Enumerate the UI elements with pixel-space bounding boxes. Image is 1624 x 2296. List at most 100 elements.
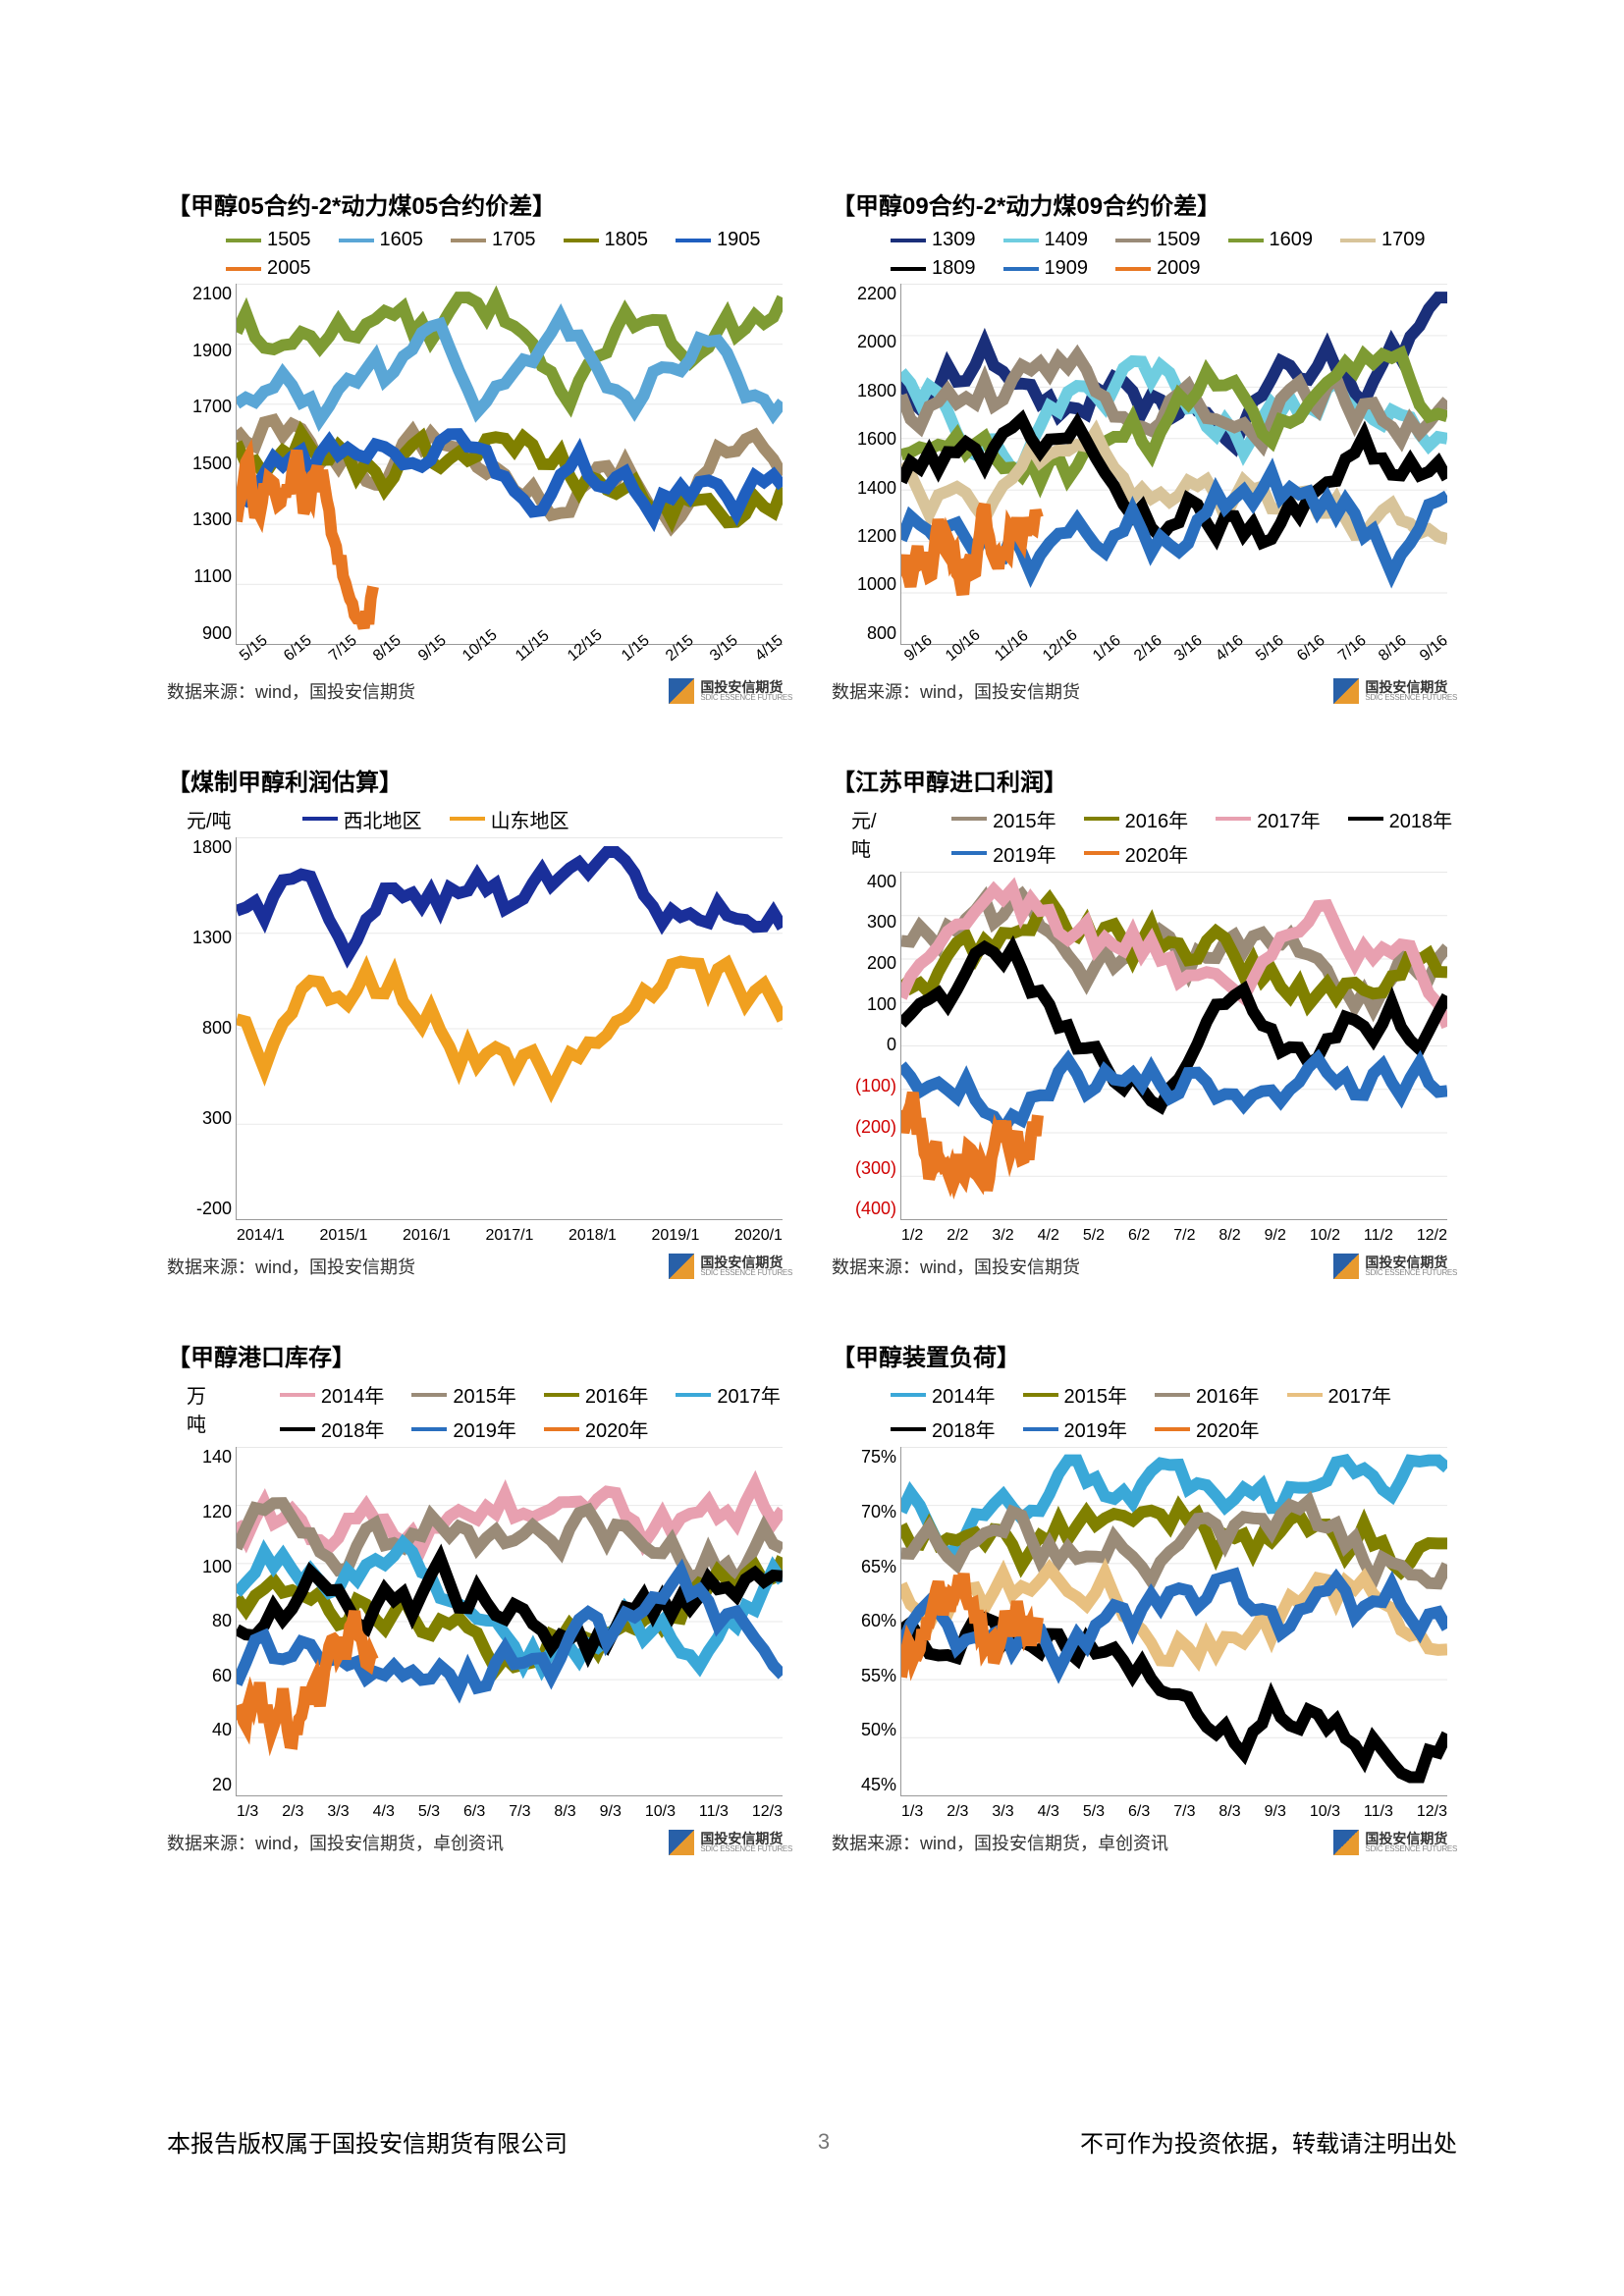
legend-label: 1705 bbox=[492, 229, 536, 251]
y-tick: 2100 bbox=[168, 284, 232, 304]
y-tick: (100) bbox=[833, 1076, 896, 1096]
y-tick: 80 bbox=[168, 1611, 232, 1631]
legend-label: 2015年 bbox=[453, 1380, 516, 1409]
logo-text: 国投安信期货SDIC ESSENCE FUTURES bbox=[700, 680, 792, 702]
logo-en: SDIC ESSENCE FUTURES bbox=[700, 694, 792, 702]
source-text: 数据来源：wind，国投安信期货 bbox=[832, 1254, 1080, 1279]
legend-item: 1505 bbox=[226, 229, 311, 251]
y-tick: 1200 bbox=[833, 526, 896, 547]
legend: 西北地区山东地区 bbox=[244, 805, 569, 833]
legend-item: 2019年 bbox=[1023, 1415, 1128, 1443]
legend-item: 2020年 bbox=[1084, 839, 1189, 868]
series-line bbox=[901, 1093, 1038, 1191]
legend-swatch bbox=[1155, 1393, 1190, 1397]
x-tick: 2017/1 bbox=[486, 1227, 534, 1245]
legend-swatch bbox=[891, 1393, 926, 1397]
x-tick: 6/3 bbox=[1128, 1803, 1150, 1821]
logo-cn: 国投安信期货 bbox=[1365, 680, 1457, 694]
legend-swatch bbox=[339, 239, 374, 242]
source-row: 数据来源：wind，国投安信期货国投安信期货SDIC ESSENCE FUTUR… bbox=[832, 678, 1457, 704]
x-tick: 11/3 bbox=[1364, 1803, 1393, 1821]
legend-item: 1709 bbox=[1340, 229, 1426, 251]
y-tick: 1700 bbox=[168, 397, 232, 417]
legend-swatch bbox=[1023, 1393, 1058, 1397]
source-row: 数据来源：wind，国投安信期货国投安信期货SDIC ESSENCE FUTUR… bbox=[167, 1254, 792, 1279]
legend-label: 2020年 bbox=[585, 1415, 649, 1443]
page-footer: 本报告版权属于国投安信期货有限公司 3 不可作为投资依据，转载请注明出处 bbox=[167, 2124, 1457, 2159]
legend-swatch bbox=[544, 1393, 579, 1397]
y-tick: 1300 bbox=[168, 509, 232, 530]
chart-title: 【甲醇05合约-2*动力煤05合约价差】 bbox=[167, 187, 792, 221]
legend-label: 1709 bbox=[1381, 229, 1426, 251]
logo-cn: 国投安信期货 bbox=[1365, 1832, 1457, 1845]
y-tick: 1300 bbox=[168, 928, 232, 948]
legend-item: 1609 bbox=[1228, 229, 1314, 251]
legend-label: 2005 bbox=[267, 257, 311, 280]
y-tick: 55% bbox=[833, 1666, 896, 1686]
legend-label: 2020年 bbox=[1196, 1415, 1260, 1443]
x-tick: 2/2 bbox=[947, 1227, 968, 1245]
y-tick: 60 bbox=[168, 1666, 232, 1686]
source-text: 数据来源：wind，国投安信期货 bbox=[832, 678, 1080, 704]
logo: 国投安信期货SDIC ESSENCE FUTURES bbox=[1333, 1254, 1457, 1279]
legend-label: 2018年 bbox=[321, 1415, 385, 1443]
y-tick: 1000 bbox=[833, 574, 896, 595]
y-tick: 200 bbox=[833, 953, 896, 974]
source-text: 数据来源：wind，国投安信期货 bbox=[167, 678, 415, 704]
chart-1: 【甲醇09合约-2*动力煤09合约价差】13091409150916091709… bbox=[832, 187, 1457, 704]
legend-swatch bbox=[951, 851, 987, 855]
legend-label: 2016年 bbox=[1125, 805, 1189, 833]
x-tick: 3/3 bbox=[327, 1803, 349, 1821]
source-text: 数据来源：wind，国投安信期货，卓创资讯 bbox=[832, 1830, 1168, 1855]
legend-swatch bbox=[951, 817, 987, 821]
x-tick: 8/3 bbox=[554, 1803, 575, 1821]
legend-swatch bbox=[226, 267, 261, 271]
legend-item: 1605 bbox=[339, 229, 424, 251]
legend-item: 2009 bbox=[1115, 257, 1201, 280]
logo-cn: 国投安信期货 bbox=[1365, 1255, 1457, 1269]
legend-item: 2019年 bbox=[411, 1415, 516, 1443]
legend-label: 2014年 bbox=[932, 1380, 996, 1409]
x-tick: 9/2 bbox=[1265, 1227, 1286, 1245]
logo-en: SDIC ESSENCE FUTURES bbox=[1365, 1269, 1457, 1277]
legend-label: 1605 bbox=[380, 229, 424, 251]
source-row: 数据来源：wind，国投安信期货，卓创资讯国投安信期货SDIC ESSENCE … bbox=[832, 1830, 1457, 1855]
chart-svg bbox=[237, 1447, 783, 1795]
logo-icon bbox=[669, 1254, 694, 1279]
legend-label: 山东地区 bbox=[491, 805, 569, 833]
legend-swatch bbox=[891, 239, 926, 242]
y-tick: (200) bbox=[833, 1117, 896, 1138]
chart-title: 【甲醇装置负荷】 bbox=[832, 1338, 1457, 1372]
plot-area: 2100190017001500130011009005/156/157/158… bbox=[236, 284, 783, 645]
chart-svg bbox=[901, 872, 1447, 1220]
x-tick: 2020/1 bbox=[734, 1227, 783, 1245]
legend-label: 2015年 bbox=[1064, 1380, 1128, 1409]
legend-label: 2017年 bbox=[717, 1380, 781, 1409]
legend-item: 2015年 bbox=[951, 805, 1056, 833]
chart-svg bbox=[901, 284, 1447, 644]
y-tick: 100 bbox=[168, 1557, 232, 1577]
plot-area: 4003002001000(100)(200)(300)(400)1/22/23… bbox=[900, 872, 1447, 1221]
chart-svg bbox=[901, 1447, 1447, 1795]
x-tick: 10/3 bbox=[1310, 1803, 1340, 1821]
x-tick: 3/3 bbox=[992, 1803, 1013, 1821]
y-tick: (400) bbox=[833, 1199, 896, 1219]
legend-item: 2020年 bbox=[544, 1415, 649, 1443]
legend-swatch bbox=[226, 239, 261, 242]
y-axis: 18001300800300-200 bbox=[168, 837, 232, 1220]
legend: 150516051705180519052005 bbox=[167, 229, 792, 280]
x-tick: 1/2 bbox=[901, 1227, 923, 1245]
legend-item: 1409 bbox=[1003, 229, 1089, 251]
y-tick: 400 bbox=[833, 872, 896, 892]
legend-swatch bbox=[1155, 1427, 1190, 1431]
logo-icon bbox=[669, 1830, 694, 1855]
legend-swatch bbox=[1287, 1393, 1323, 1397]
legend-swatch bbox=[1084, 817, 1119, 821]
disclaimer-text: 不可作为投资依据，转载请注明出处 bbox=[1080, 2124, 1457, 2159]
plot-area: 22002000180016001400120010008009/1610/16… bbox=[900, 284, 1447, 645]
logo-icon bbox=[1333, 1254, 1359, 1279]
logo-icon bbox=[669, 678, 694, 704]
legend-swatch bbox=[411, 1393, 447, 1397]
legend-item: 1909 bbox=[1003, 257, 1089, 280]
source-row: 数据来源：wind，国投安信期货 国投安信期货SDIC ESSENCE FUTUR… bbox=[167, 678, 792, 704]
